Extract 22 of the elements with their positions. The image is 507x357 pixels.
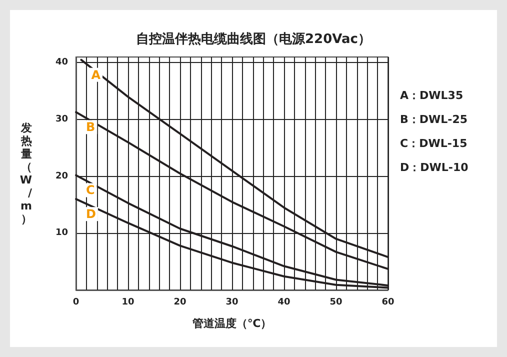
series-label: B <box>86 120 96 134</box>
text: D：DWL-10 <box>400 161 469 174</box>
x-axis-title: 管道温度（℃） <box>191 317 272 330</box>
text: A：DWL35 <box>400 89 464 102</box>
x-tick-label: 30 <box>226 298 238 308</box>
y-axis-title: 发热量（W/m） <box>20 122 33 226</box>
series-label: A <box>91 68 102 82</box>
text: B：DWL-25 <box>400 113 468 126</box>
chart-title: 自控温伴热电缆曲线图（电源220Vac） <box>136 32 371 47</box>
y-tick-label: 40 <box>55 58 68 68</box>
x-tick-label: 60 <box>382 298 394 308</box>
x-tick-label: 0 <box>72 298 80 308</box>
x-tick-label: 10 <box>122 298 134 308</box>
y-tick-label: 30 <box>55 114 68 125</box>
y-tick-label: 20 <box>55 171 68 182</box>
x-tick-label: 40 <box>278 298 290 308</box>
y-tick-label: 10 <box>55 228 68 238</box>
text: C：DWL-15 <box>400 137 468 150</box>
series-label: C <box>86 183 95 198</box>
x-tick-label: 50 <box>330 298 342 308</box>
series-label: D <box>86 207 96 222</box>
x-tick-label: 20 <box>174 298 186 308</box>
